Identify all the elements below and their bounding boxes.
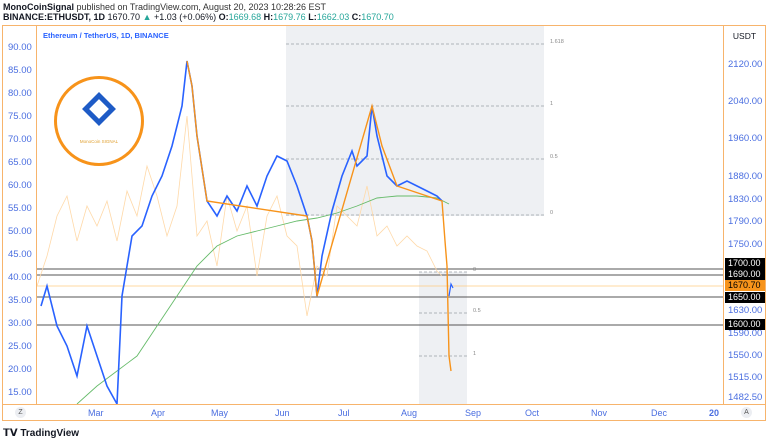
x-tick: Nov bbox=[591, 408, 608, 418]
left-tick: 60.00 bbox=[8, 180, 32, 191]
right-tick: 2040.00 bbox=[728, 96, 763, 107]
left-tick: 20.00 bbox=[8, 364, 32, 375]
symbol-name: BINANCE:ETHUSDT, 1D bbox=[3, 12, 106, 22]
publish-info: MonoCoinSignal published on TradingView.… bbox=[3, 2, 326, 12]
right-tick: 1590.00 bbox=[728, 328, 763, 339]
x-tick: Oct bbox=[525, 408, 540, 418]
right-tick: 1750.00 bbox=[728, 239, 763, 250]
fib-label: 0.5 bbox=[550, 154, 558, 160]
high-label: H: bbox=[263, 12, 274, 22]
x-tick: Aug bbox=[401, 408, 418, 418]
fib-upper-zone bbox=[286, 26, 544, 216]
right-tick: 1515.00 bbox=[728, 372, 763, 383]
right-tick: 1550.00 bbox=[728, 350, 763, 361]
chart-frame: 90.00 85.00 80.00 75.00 70.00 65.00 60.0… bbox=[2, 25, 766, 421]
left-tick: 40.00 bbox=[8, 272, 32, 283]
left-tick: 80.00 bbox=[8, 88, 32, 99]
left-tick: 55.00 bbox=[8, 203, 32, 214]
left-tick: 35.00 bbox=[8, 295, 32, 306]
open-label: O: bbox=[218, 12, 229, 22]
left-tick: 25.00 bbox=[8, 341, 32, 352]
left-tick: 45.00 bbox=[8, 249, 32, 260]
time-axis[interactable]: Mar Apr May Jun Jul Aug Sep Oct Nov Dec … bbox=[3, 404, 765, 421]
price-chart bbox=[37, 26, 724, 404]
left-tick: 65.00 bbox=[8, 157, 32, 168]
watermark-text: MonoCoin SIGNAL bbox=[79, 139, 119, 144]
price-label-last: 1670.70 bbox=[725, 280, 765, 291]
symbol-info: BINANCE:ETHUSDT, 1D 1670.70 ▲ +1.03 (+0.… bbox=[3, 12, 394, 22]
up-arrow-icon: ▲ bbox=[142, 12, 152, 22]
fib-label: 1 bbox=[473, 351, 477, 357]
x-tick: Jul bbox=[338, 408, 350, 418]
fib-lower-zone bbox=[419, 272, 467, 404]
left-tick: 30.00 bbox=[8, 318, 32, 329]
price-label-1700: 1700.00 bbox=[725, 258, 765, 269]
high-value: 1679.76 bbox=[273, 12, 306, 22]
fib-label: 0 bbox=[473, 267, 477, 273]
low-value: 1662.03 bbox=[316, 12, 350, 22]
watermark-logo: MonoCoin SIGNAL bbox=[54, 76, 144, 166]
right-tick: 1630.00 bbox=[728, 305, 763, 316]
right-tick: 1790.00 bbox=[728, 216, 763, 227]
price-label-1690: 1690.00 bbox=[725, 269, 765, 280]
x-tick: May bbox=[211, 408, 229, 418]
tradingview-brand[interactable]: 𝗧𝗩 TradingView bbox=[3, 428, 79, 439]
x-tick: Sep bbox=[465, 408, 482, 418]
left-price-axis[interactable]: 90.00 85.00 80.00 75.00 70.00 65.00 60.0… bbox=[3, 26, 37, 404]
left-scale-button[interactable]: Z bbox=[15, 407, 26, 418]
open-value: 1669.68 bbox=[228, 12, 262, 22]
right-tick: 2120.00 bbox=[728, 59, 763, 70]
right-tick: 1960.00 bbox=[728, 133, 763, 144]
author-name[interactable]: MonoCoinSignal bbox=[3, 2, 74, 12]
close-value: 1670.70 bbox=[361, 12, 394, 22]
price-label-1650: 1650.00 bbox=[725, 292, 765, 303]
right-tick: 1830.00 bbox=[728, 194, 763, 205]
right-tick: 1482.50 bbox=[728, 392, 763, 403]
x-tick-year: 20 bbox=[709, 408, 720, 418]
low-label: L: bbox=[308, 12, 317, 22]
x-tick: Mar bbox=[88, 408, 104, 418]
chart-plot-area[interactable]: Ethereum / TetherUS, 1D, BINANCE MonoCoi… bbox=[37, 26, 724, 404]
price-label-1600: 1600.00 bbox=[725, 319, 765, 330]
left-tick: 85.00 bbox=[8, 65, 32, 76]
brand-name: TradingView bbox=[20, 428, 80, 439]
chart-title: Ethereum / TetherUS, 1D, BINANCE bbox=[43, 31, 169, 40]
last-price: 1670.70 bbox=[107, 12, 141, 22]
price-change: +1.03 (+0.06%) bbox=[154, 12, 217, 22]
publish-date: published on TradingView.com, August 20,… bbox=[76, 2, 327, 12]
close-label: C: bbox=[351, 12, 362, 22]
right-tick: 1880.00 bbox=[728, 171, 763, 182]
left-tick: 70.00 bbox=[8, 134, 32, 145]
right-price-axis[interactable]: USDT 2120.00 2040.00 1960.00 1880.00 183… bbox=[723, 26, 765, 404]
x-tick: Apr bbox=[151, 408, 166, 418]
fib-label: 1.618 bbox=[550, 39, 564, 45]
left-tick: 75.00 bbox=[8, 111, 32, 122]
fib-label: 1 bbox=[550, 101, 554, 107]
fib-label: 0.5 bbox=[473, 308, 481, 314]
left-tick: 90.00 bbox=[8, 42, 32, 53]
left-tick: 50.00 bbox=[8, 226, 32, 237]
auto-scale-button[interactable]: A bbox=[741, 407, 752, 418]
x-tick: Dec bbox=[651, 408, 668, 418]
tradingview-logo-icon: 𝗧𝗩 bbox=[3, 428, 21, 439]
left-tick: 15.00 bbox=[8, 387, 32, 398]
currency-label[interactable]: USDT bbox=[732, 31, 757, 41]
x-tick: Jun bbox=[275, 408, 290, 418]
binance-diamond-icon bbox=[82, 92, 116, 126]
fib-label: 0 bbox=[550, 210, 554, 216]
